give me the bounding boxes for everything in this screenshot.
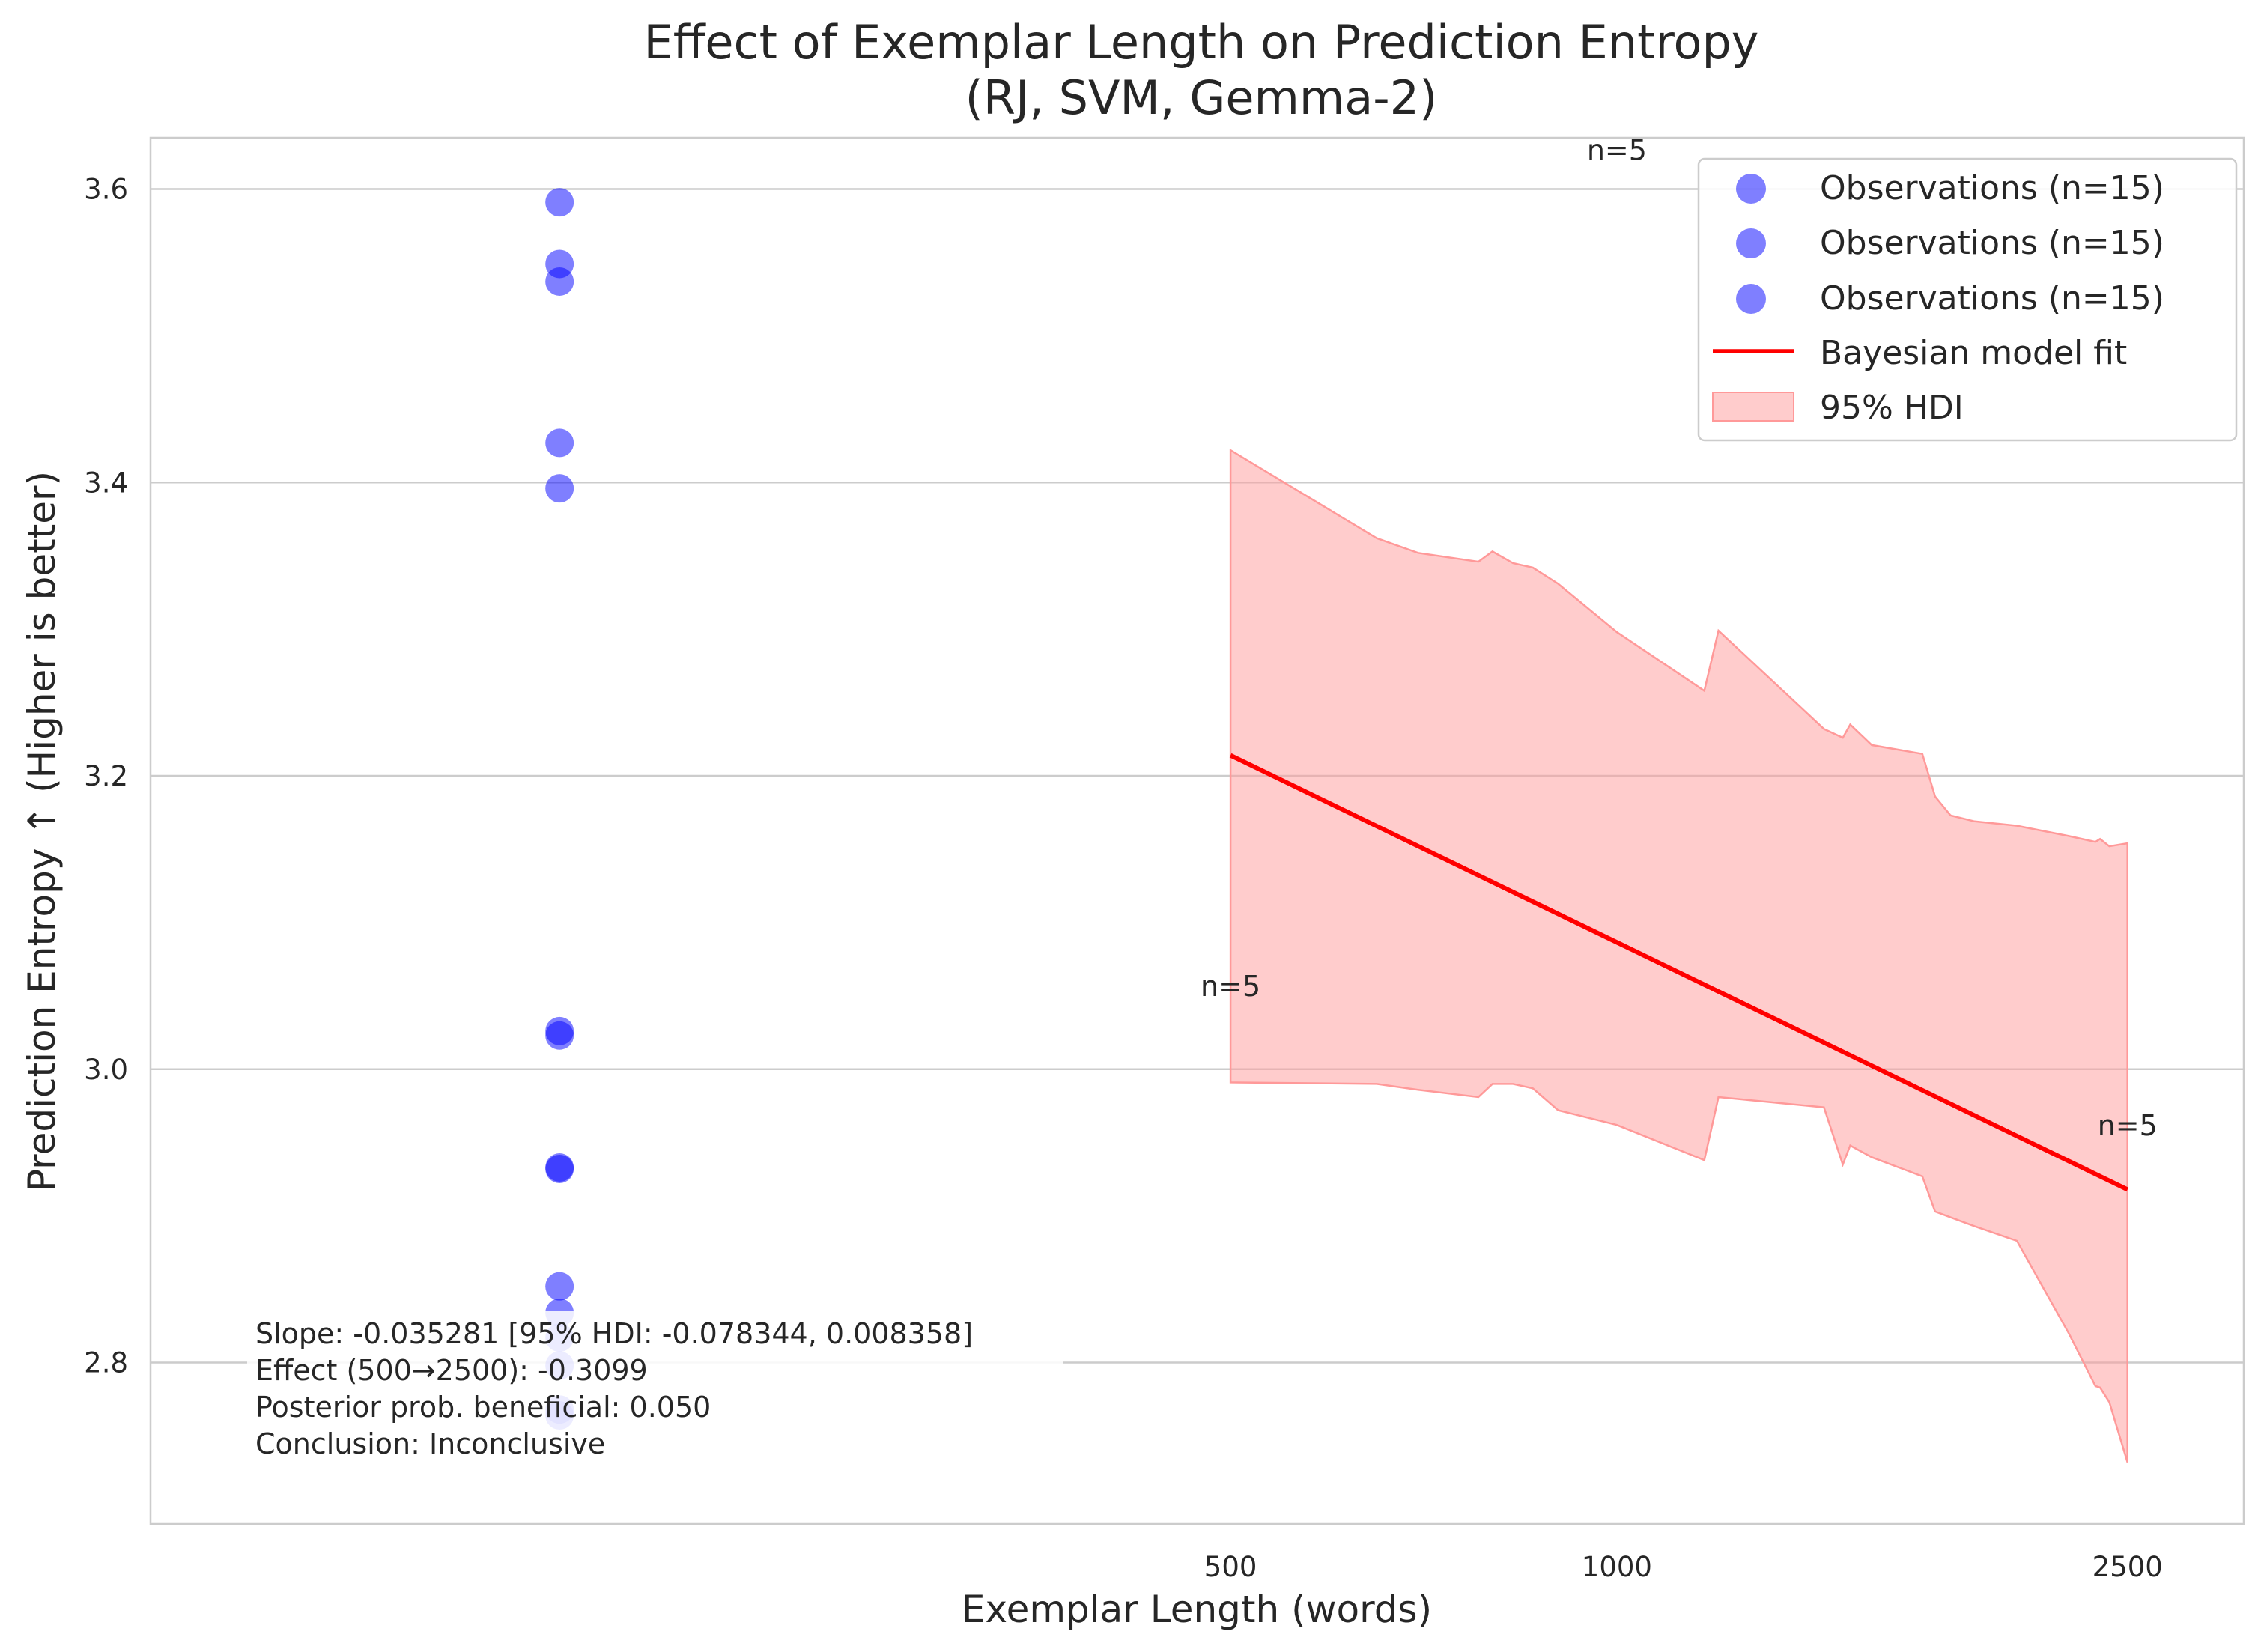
y-tick-label: 3.4 — [84, 467, 128, 499]
legend-frame — [1697, 157, 2238, 442]
legend-observations-marker-3 — [1736, 284, 1766, 314]
stats-box: Slope: -0.035281 [95% HDI: -0.078344, 0.… — [247, 1311, 1063, 1463]
legend-observations-label-1: Observations (n=15) — [1820, 169, 2164, 207]
stats-line-1: Slope: -0.035281 [95% HDI: -0.078344, 0.… — [255, 1317, 973, 1350]
y-axis-label: Prediction Entropy ↑ (Higher is better) — [20, 471, 64, 1191]
y-tick-label: 3.0 — [84, 1054, 128, 1086]
observation-point — [545, 474, 574, 503]
stats-box-background — [247, 1311, 1063, 1463]
observation-point — [545, 1154, 574, 1183]
x-axis-label: Exemplar Length (words) — [962, 1588, 1432, 1631]
y-ticks: 2.8 3.0 3.2 3.4 3.6 — [84, 174, 128, 1379]
observation-point — [545, 267, 574, 296]
legend-fit-label: Bayesian model fit — [1820, 334, 2127, 372]
x-tick-label: 2500 — [2092, 1551, 2163, 1583]
legend-hdi-label: 95% HDI — [1820, 389, 1964, 427]
plot-frame — [149, 136, 2245, 1525]
observation-point — [545, 428, 574, 458]
observation-point — [545, 1021, 574, 1050]
y-tick-label: 2.8 — [84, 1347, 128, 1379]
hdi-band-group — [1229, 448, 2128, 1463]
annotations: n=5 n=5 n=5 — [1201, 133, 2158, 1142]
legend-observations-label-3: Observations (n=15) — [1820, 279, 2164, 318]
chart-title-line2: (RJ, SVM, Gemma-2) — [965, 70, 1438, 125]
y-tick-label: 3.2 — [84, 760, 128, 792]
legend-observations-marker-2 — [1736, 228, 1766, 258]
sample-size-annotation: n=5 — [2098, 1109, 2158, 1142]
legend-hdi-swatch — [1712, 392, 1794, 422]
observation-point — [545, 1272, 574, 1301]
x-tick-label: 1000 — [1582, 1551, 1652, 1583]
hdi-band — [1229, 448, 2128, 1463]
stats-line-2: Effect (500→2500): -0.3099 — [255, 1354, 648, 1387]
y-tick-label: 3.6 — [84, 174, 128, 206]
fit-line-group — [1229, 753, 2129, 1192]
stats-line-4: Conclusion: Inconclusive — [255, 1427, 605, 1460]
observation-point — [545, 188, 574, 217]
chart-title-line1: Effect of Exemplar Length on Prediction … — [644, 15, 1759, 70]
stats-line-3: Posterior prob. beneficial: 0.050 — [255, 1391, 711, 1424]
legend: Observations (n=15) Observations (n=15) … — [1697, 157, 2238, 442]
fit-line — [1229, 753, 2129, 1192]
x-ticks: 500 1000 2500 — [1204, 1551, 2163, 1583]
sample-size-annotation: n=5 — [1587, 133, 1647, 166]
x-tick-label: 500 — [1204, 1551, 1257, 1583]
sample-size-annotation: n=5 — [1201, 970, 1260, 1003]
legend-observations-label-2: Observations (n=15) — [1820, 224, 2164, 262]
legend-observations-marker-1 — [1736, 174, 1766, 204]
